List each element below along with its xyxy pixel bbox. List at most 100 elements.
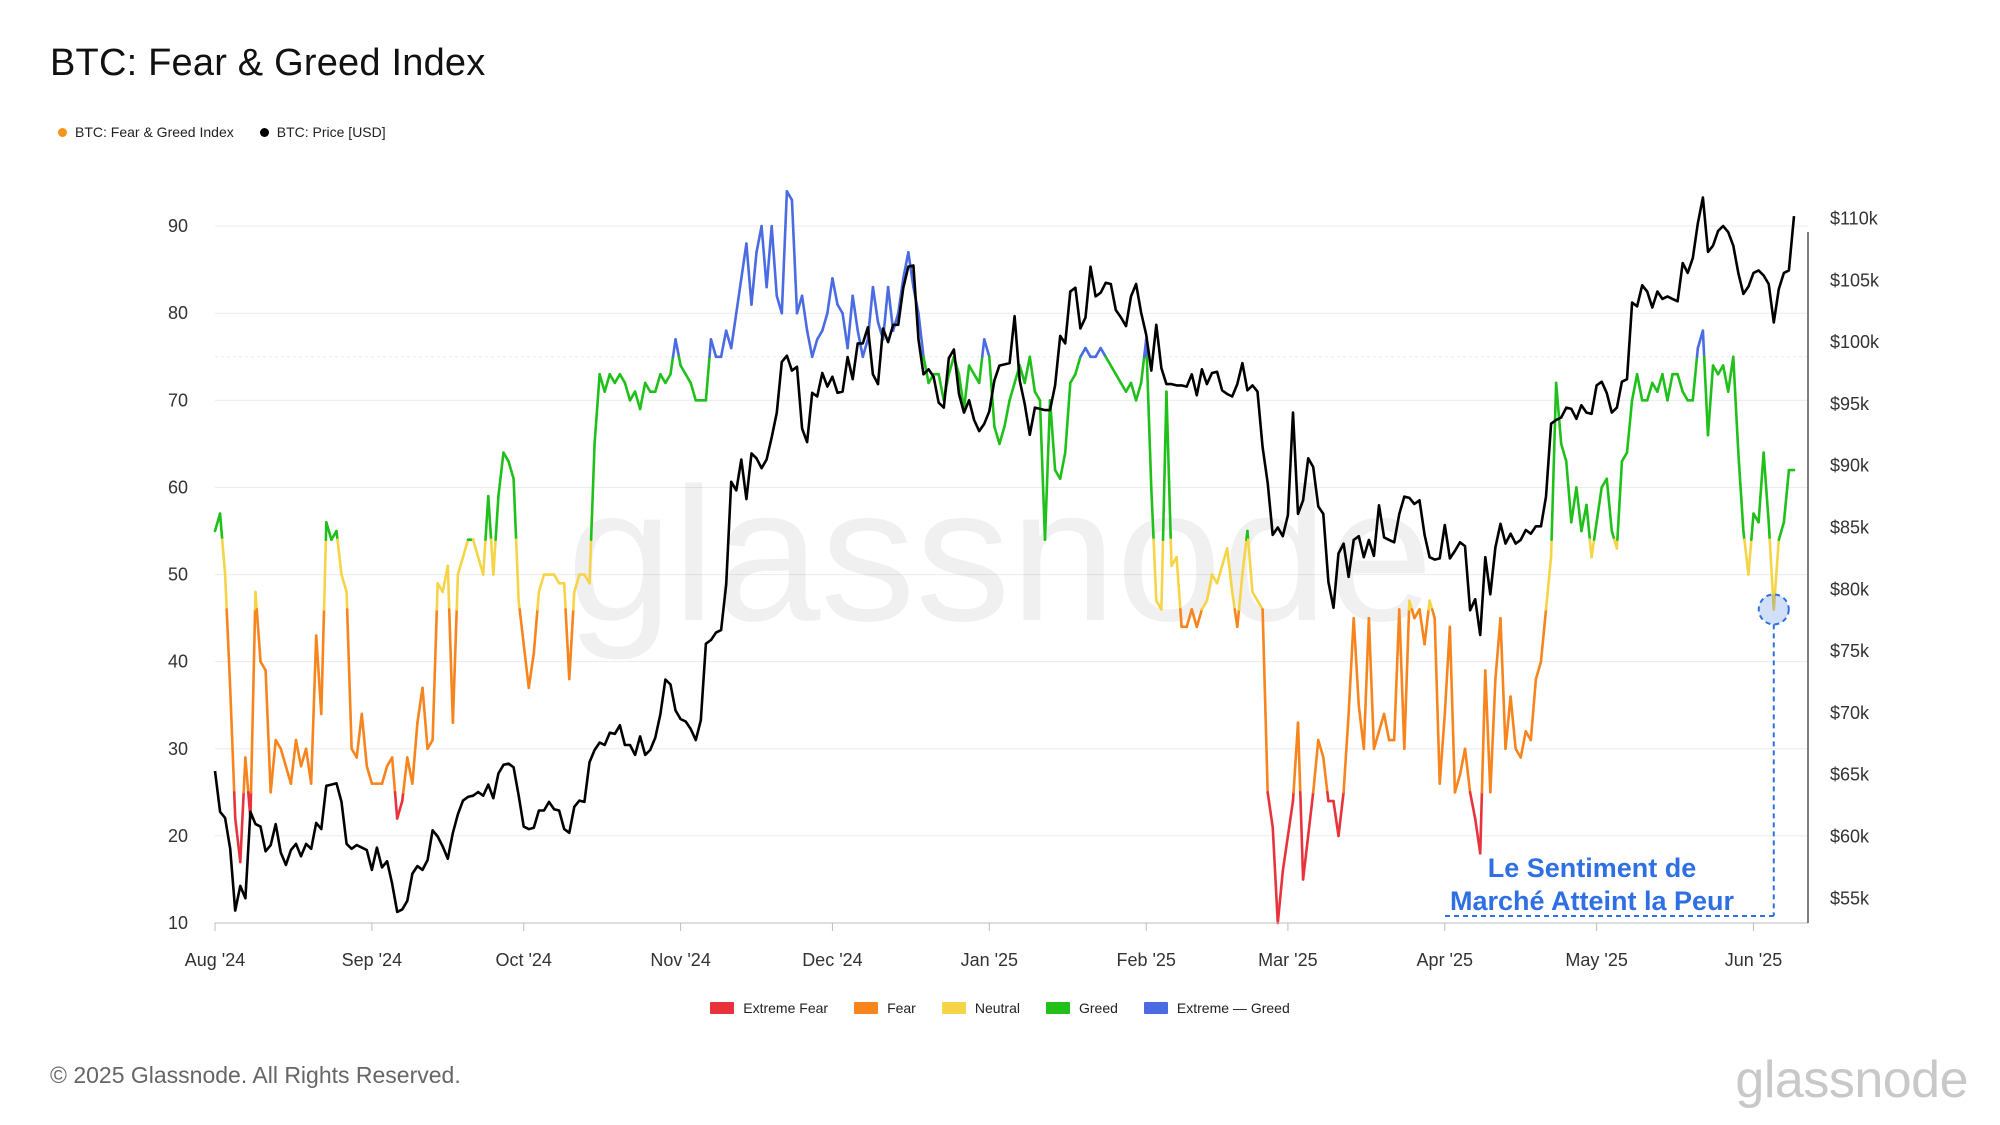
fear-greed-segment-34	[335, 529, 339, 542]
fear-greed-segment-293	[1458, 747, 1467, 777]
fear-greed-segment-338	[1656, 372, 1664, 393]
fear-greed-segment-300	[1489, 677, 1497, 794]
watermark: glassnode	[567, 449, 1433, 661]
fear-greed-segment-149	[821, 311, 829, 332]
fear-greed-segment-186	[1003, 399, 1011, 428]
legend-item-fear[interactable]: Fear	[854, 1000, 916, 1016]
legend-swatch-fear	[854, 1002, 879, 1014]
fear-greed-segment-16	[255, 608, 262, 663]
fear-greed-segment-42	[365, 764, 374, 785]
fear-greed-segment-265	[1337, 791, 1345, 838]
fear-greed-segment-343	[1681, 390, 1690, 402]
fear-greed-segment-154	[846, 294, 854, 350]
fear-greed-segment-259	[1311, 738, 1320, 794]
fear-greed-segment-145	[800, 294, 809, 332]
fear-greed-segment-272	[1372, 730, 1381, 751]
right-tick-label-8: $95k	[1830, 394, 1870, 414]
fear-greed-segment-302	[1499, 616, 1507, 751]
fear-greed-segment-165	[901, 250, 910, 280]
legend-label-greed: Greed	[1079, 1000, 1118, 1016]
fear-greed-segment-258	[1306, 791, 1315, 838]
fear-greed-segment-110	[638, 381, 647, 411]
fear-greed-segment-137	[760, 224, 768, 289]
fear-greed-segment-339	[1661, 372, 1669, 402]
fear-greed-segment-63	[451, 608, 459, 724]
fear-greed-segment-168	[917, 311, 925, 359]
fear-greed-segment-19	[269, 738, 278, 794]
fear-greed-segment-306	[1519, 730, 1528, 759]
fear-greed-segment-29	[319, 608, 326, 716]
fear-greed-segment-323	[1592, 521, 1598, 542]
fear-greed-segment-216	[1145, 355, 1153, 489]
fear-greed-segment-1	[218, 512, 224, 542]
x-tick-label-5: Jan '25	[961, 950, 1018, 970]
legend-item-extreme-greed[interactable]: Extreme — Greed	[1143, 1000, 1290, 1016]
fear-greed-segment-105	[613, 372, 622, 385]
fear-greed-segment-163	[891, 311, 900, 332]
left-tick-label-6: 70	[168, 390, 188, 410]
legend-dot-fear-greed	[58, 127, 67, 137]
fear-greed-segment-40	[355, 712, 364, 759]
fear-greed-segment-118	[674, 338, 681, 359]
legend-label-fear-greed: BTC: Fear & Greed Index	[75, 124, 234, 140]
fear-greed-segment-222	[1165, 390, 1173, 542]
fear-greed-segment-365	[1768, 538, 1776, 611]
fear-greed-segment-133	[740, 242, 748, 280]
fear-greed-segment-61	[446, 564, 451, 611]
legend-swatch-extreme-fear	[710, 1002, 735, 1014]
fear-greed-segment-58	[435, 581, 439, 611]
fear-greed-segment-291	[1448, 625, 1457, 794]
fear-greed-segment-212	[1134, 381, 1143, 402]
left-tick-label-7: 80	[168, 303, 188, 323]
right-tick-label-2: $65k	[1830, 765, 1870, 785]
legend-item-fear-greed[interactable]: BTC: Fear & Greed Index	[58, 124, 234, 140]
fear-greed-segment-340	[1666, 372, 1674, 402]
fear-greed-segment-276	[1392, 608, 1401, 742]
legend-dot-price	[259, 127, 269, 137]
annotation-text-line-2: Marché Atteint la Peur	[1450, 886, 1735, 916]
fear-greed-segment-220	[1160, 538, 1165, 611]
fear-greed-segment-37	[345, 590, 349, 611]
fear-greed-segment-273	[1377, 712, 1386, 733]
fear-greed-segment-135	[750, 250, 758, 306]
fear-greed-segment-299	[1483, 669, 1492, 794]
fear-greed-segment-86	[536, 590, 541, 611]
fear-greed-segment-364	[1767, 521, 1772, 542]
fear-greed-segment-3	[223, 573, 228, 611]
fear-greed-segment-359	[1747, 538, 1753, 576]
chart-title: BTC: Fear & Greed Index	[50, 42, 486, 84]
annotation: Le Sentiment de Marché Atteint la Peur	[1445, 593, 1790, 917]
fear-greed-segment-262	[1326, 791, 1330, 803]
fear-greed-segment-229	[1190, 608, 1199, 629]
fear-greed-segment-157	[861, 338, 870, 359]
fear-greed-segment-303	[1504, 695, 1512, 751]
fear-greed-segment-49	[395, 799, 404, 820]
fear-greed-segment-189	[1018, 364, 1027, 385]
legend-item-extreme-fear[interactable]: Extreme Fear	[710, 1000, 828, 1016]
legend-item-price[interactable]: BTC: Price [USD]	[259, 124, 386, 140]
fear-greed-segment-194	[1043, 399, 1052, 542]
fear-greed-segment-257	[1301, 834, 1310, 881]
x-tick-label-2: Oct '24	[495, 950, 551, 970]
fear-greed-segment-13	[249, 608, 257, 794]
fear-greed-segment-315	[1559, 442, 1568, 463]
fear-greed-segment-237	[1230, 590, 1237, 611]
fear-greed-segment-147	[810, 338, 819, 359]
fear-greed-segment-266	[1342, 712, 1350, 794]
fear-greed-segment-38	[345, 608, 353, 751]
fear-greed-segment-362	[1757, 451, 1765, 524]
fear-greed-segment-201	[1079, 346, 1087, 359]
left-tick-label-1: 20	[168, 826, 188, 846]
fear-greed-segment-230	[1195, 608, 1204, 629]
legend-item-neutral[interactable]: Neutral	[941, 1000, 1020, 1016]
fear-greed-segment-318	[1575, 486, 1583, 533]
fear-greed-segment-213	[1139, 355, 1146, 385]
fear-greed-segment-251	[1281, 834, 1290, 873]
fear-greed-segment-131	[729, 311, 738, 350]
fear-greed-segment-122	[689, 381, 698, 402]
legend-item-greed[interactable]: Greed	[1046, 1000, 1118, 1016]
fear-greed-segment-292	[1453, 773, 1462, 794]
left-tick-label-3: 40	[168, 652, 188, 672]
fear-greed-segment-84	[527, 651, 536, 690]
fear-greed-segment-6	[232, 791, 237, 820]
